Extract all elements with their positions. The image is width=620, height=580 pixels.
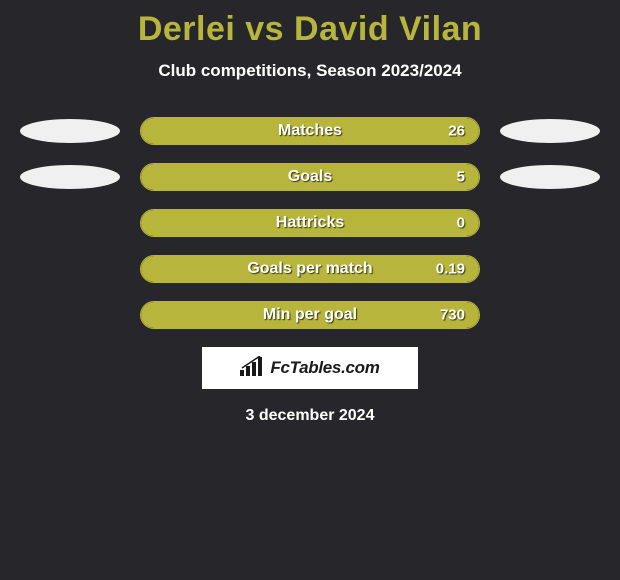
badge-text: FcTables.com	[270, 358, 379, 378]
stat-pill: Min per goal 730	[140, 301, 480, 329]
stat-pill: Matches 26	[140, 117, 480, 145]
ellipse-spacer	[500, 303, 600, 327]
stat-label: Goals	[288, 168, 332, 186]
stats-container: Matches 26 Goals 5 Hattricks 0 Goals per match…	[0, 117, 620, 329]
player-left-ellipse	[20, 119, 120, 143]
stat-row: Goals per match 0.19	[0, 255, 620, 283]
stat-label: Min per goal	[263, 306, 357, 324]
stat-row: Goals 5	[0, 163, 620, 191]
stat-row: Hattricks 0	[0, 209, 620, 237]
stat-pill: Goals 5	[140, 163, 480, 191]
date-text: 3 december 2024	[0, 407, 620, 425]
player-right-ellipse	[500, 119, 600, 143]
player-right-ellipse	[500, 165, 600, 189]
ellipse-spacer	[500, 211, 600, 235]
stat-label: Goals per match	[247, 260, 372, 278]
stat-value: 730	[440, 307, 465, 324]
ellipse-spacer	[500, 257, 600, 281]
stat-pill: Hattricks 0	[140, 209, 480, 237]
source-badge: FcTables.com	[202, 347, 418, 389]
stat-value: 0.19	[436, 261, 465, 278]
stat-value: 26	[448, 123, 465, 140]
stat-label: Matches	[278, 122, 342, 140]
stat-label: Hattricks	[276, 214, 344, 232]
chart-icon	[240, 356, 264, 381]
stat-row: Min per goal 730	[0, 301, 620, 329]
ellipse-spacer	[20, 211, 120, 235]
ellipse-spacer	[20, 257, 120, 281]
subtitle: Club competitions, Season 2023/2024	[0, 61, 620, 81]
stat-value: 5	[457, 169, 465, 186]
stat-value: 0	[457, 215, 465, 232]
player-left-ellipse	[20, 165, 120, 189]
stat-pill: Goals per match 0.19	[140, 255, 480, 283]
page-title: Derlei vs David Vilan	[0, 0, 620, 49]
ellipse-spacer	[20, 303, 120, 327]
stat-row: Matches 26	[0, 117, 620, 145]
